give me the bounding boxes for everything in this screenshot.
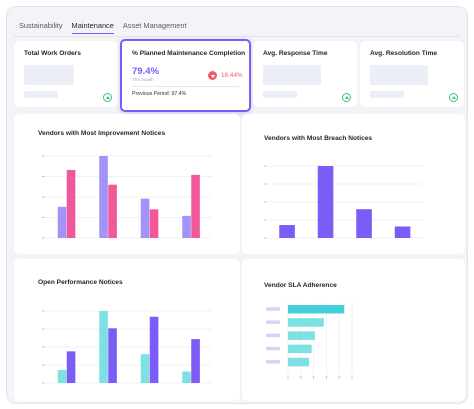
bar — [149, 209, 159, 238]
bar — [288, 344, 312, 354]
bar — [99, 311, 108, 383]
bar — [288, 305, 345, 314]
kpi-divider — [132, 86, 239, 87]
kpi-value: 79.4% — [132, 66, 159, 77]
kpi-avg-response-time[interactable]: Avg. Response Time — [253, 41, 357, 107]
label-placeholder — [263, 91, 297, 98]
category-label-placeholder — [266, 360, 280, 364]
tab-bar: Sustainability Maintenance Asset Managem… — [19, 21, 187, 34]
category-label-placeholder — [266, 307, 280, 311]
bar — [191, 339, 200, 383]
arrow-up-circle-icon — [103, 93, 112, 102]
improvement-notices-panel: Vendors with Most Improvement Notices — [14, 114, 240, 254]
kpi-title: Total Work Orders — [24, 50, 81, 57]
category-label-placeholder — [266, 346, 280, 351]
bar — [356, 209, 372, 238]
kpi-total-work-orders[interactable]: Total Work Orders — [14, 41, 118, 107]
tab-sustainability[interactable]: Sustainability — [19, 21, 63, 30]
arrow-down-circle-icon — [208, 71, 217, 80]
bar — [99, 156, 108, 238]
kpi-title: Avg. Response Time — [263, 50, 328, 57]
tab-maintenance[interactable]: Maintenance — [71, 21, 114, 34]
sla-adherence-chart — [266, 302, 353, 379]
kpi-value-period: This month — [132, 77, 154, 82]
kpi-previous-period: Previous Period: 97.4% — [132, 91, 187, 97]
bar — [66, 351, 76, 383]
label-placeholder — [370, 91, 404, 98]
sla-adherence-panel: Vendor SLA Adherence — [242, 259, 465, 401]
label-placeholder — [24, 91, 58, 98]
bar — [191, 174, 200, 238]
dashboard-frame: Sustainability Maintenance Asset Managem… — [6, 6, 468, 404]
value-placeholder — [263, 65, 321, 85]
bar — [182, 215, 191, 238]
tab-asset-management[interactable]: Asset Management — [122, 21, 187, 30]
bar — [57, 370, 67, 383]
bar — [149, 316, 159, 383]
chart-title: Vendors with Most Improvement Notices — [38, 130, 166, 137]
tab-divider — [13, 36, 461, 37]
bar — [182, 371, 191, 383]
bar — [288, 331, 315, 340]
kpi-title: Avg. Resolution Time — [370, 50, 438, 57]
bar — [66, 169, 76, 238]
kpi-title: % Planned Maintenance Completion — [132, 50, 246, 57]
category-label-placeholder — [266, 320, 280, 324]
bar — [288, 318, 324, 327]
bar — [57, 206, 67, 238]
chart-title: Vendors with Most Breach Notices — [264, 135, 373, 142]
arrow-up-circle-icon — [449, 93, 458, 102]
breach-notices-panel: Vendors with Most Breach Notices — [242, 114, 465, 254]
bar — [317, 166, 334, 238]
bar — [279, 225, 295, 238]
chart-title: Open Performance Notices — [38, 279, 123, 286]
bar — [140, 198, 150, 238]
bar — [108, 184, 117, 238]
bar — [108, 328, 117, 383]
value-placeholder — [24, 65, 74, 85]
open-performance-chart — [42, 310, 212, 384]
kpi-planned-maintenance[interactable]: % Planned Maintenance Completion 79.4% T… — [120, 39, 251, 112]
bar — [288, 357, 310, 367]
bar — [140, 354, 150, 383]
open-performance-panel: Open Performance Notices — [14, 259, 240, 401]
arrow-up-circle-icon — [342, 93, 351, 102]
category-label-placeholder — [266, 333, 280, 338]
kpi-avg-resolution-time[interactable]: Avg. Resolution Time — [360, 41, 464, 107]
bar — [394, 226, 411, 238]
chart-title: Vendor SLA Adherence — [264, 282, 337, 289]
kpi-delta: 18.44% — [221, 72, 243, 79]
improvement-notices-chart — [42, 155, 212, 239]
breach-notices-chart — [264, 165, 422, 239]
value-placeholder — [370, 65, 428, 85]
